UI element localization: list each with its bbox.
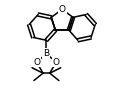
- Text: B: B: [43, 49, 49, 58]
- Text: O: O: [33, 58, 40, 67]
- Text: O: O: [52, 58, 59, 67]
- Text: O: O: [58, 5, 65, 14]
